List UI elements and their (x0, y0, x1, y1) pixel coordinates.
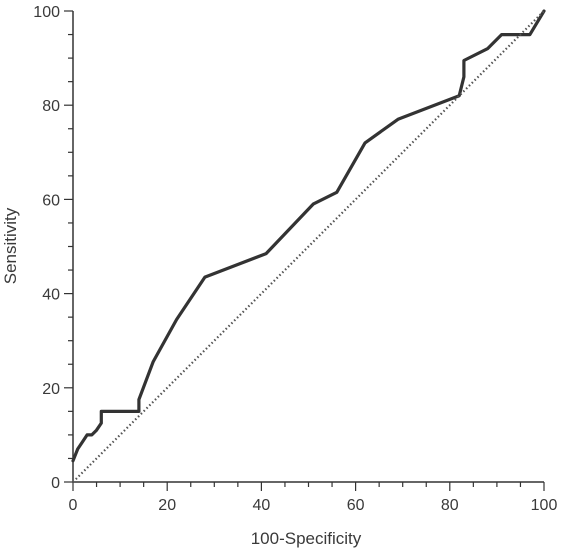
x-tick-label: 60 (347, 497, 365, 514)
x-tick-label: 40 (253, 497, 271, 514)
y-axis-title: Sensitivity (1, 207, 20, 284)
x-tick-label: 80 (441, 497, 459, 514)
y-tick-label: 100 (33, 4, 60, 21)
axes: 0 20 40 60 80 100 0 20 40 60 80 100 (33, 4, 557, 514)
roc-curve-line (71, 9, 546, 463)
y-tick-label: 20 (42, 381, 60, 398)
reference-diagonal-line (72, 10, 545, 483)
y-tick-label: 40 (42, 287, 60, 304)
x-axis-title: 100-Specificity (251, 529, 362, 548)
y-tick-label: 80 (42, 98, 60, 115)
series-layer (71, 9, 546, 483)
x-tick-label: 20 (158, 497, 176, 514)
y-tick-label: 60 (42, 192, 60, 209)
x-tick-label: 0 (69, 497, 78, 514)
x-tick-label: 100 (531, 497, 558, 514)
y-tick-label: 0 (51, 475, 60, 492)
